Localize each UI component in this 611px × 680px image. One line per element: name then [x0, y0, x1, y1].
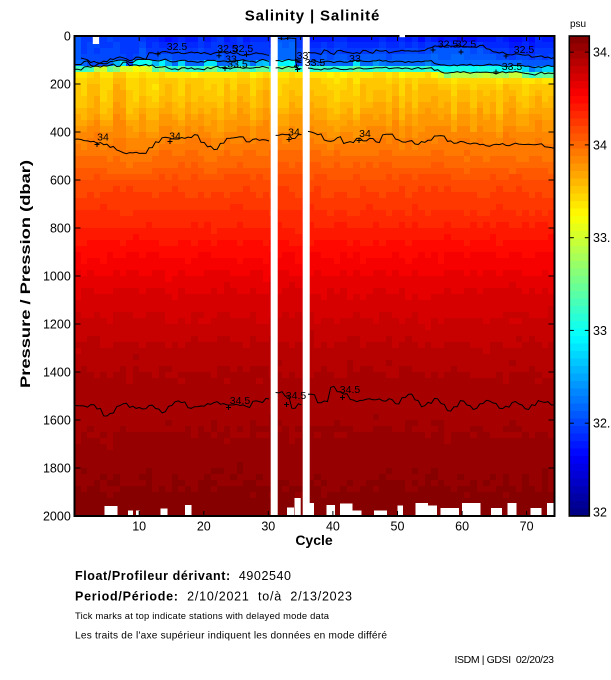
svg-text:1200: 1200 — [43, 317, 71, 331]
svg-text:Salinity | Salinité: Salinity | Salinité — [245, 8, 380, 25]
svg-text:34.5: 34.5 — [593, 46, 611, 60]
svg-text:50: 50 — [391, 520, 405, 534]
svg-text:1000: 1000 — [43, 269, 71, 283]
svg-text:1600: 1600 — [43, 413, 71, 427]
svg-text:400: 400 — [50, 125, 71, 139]
svg-text:32.5: 32.5 — [456, 39, 477, 51]
svg-text:34.5: 34.5 — [286, 390, 307, 402]
svg-text:33: 33 — [297, 50, 309, 62]
svg-text:34: 34 — [97, 132, 109, 144]
svg-text:20: 20 — [197, 520, 211, 534]
svg-text:Cycle: Cycle — [295, 532, 333, 548]
svg-text:33: 33 — [349, 53, 361, 65]
svg-text:600: 600 — [50, 173, 71, 187]
svg-text:Period/Période: 2/10/2021 to: Period/Période: 2/10/2021 to/à 2/13/2023 — [75, 590, 352, 604]
svg-text:Tick marks at top indicate sta: Tick marks at top indicate stations with… — [75, 610, 330, 621]
svg-text:32.5: 32.5 — [438, 39, 459, 51]
svg-text:34: 34 — [169, 131, 181, 143]
svg-text:psu: psu — [570, 19, 586, 30]
svg-text:Pressure / Pression (dbar): Pressure / Pression (dbar) — [18, 160, 33, 388]
svg-text:60: 60 — [455, 520, 469, 534]
svg-text:30: 30 — [261, 520, 275, 534]
svg-text:33: 33 — [593, 324, 607, 338]
svg-text:10: 10 — [132, 520, 146, 534]
svg-text:1800: 1800 — [43, 461, 71, 475]
svg-text:ISDM | GDSI 02/20/23: ISDM | GDSI 02/20/23 — [455, 654, 555, 666]
svg-text:32.5: 32.5 — [167, 41, 188, 53]
svg-text:40: 40 — [326, 520, 340, 534]
svg-text:32.5: 32.5 — [233, 43, 254, 55]
svg-text:33.5: 33.5 — [593, 231, 611, 245]
svg-text:32.5: 32.5 — [514, 44, 535, 56]
svg-text:34.5: 34.5 — [340, 384, 361, 396]
svg-text:32.5: 32.5 — [593, 417, 611, 431]
svg-text:34: 34 — [359, 128, 371, 140]
svg-text:32.5: 32.5 — [217, 43, 238, 55]
svg-text:800: 800 — [50, 221, 71, 235]
svg-text:34.5: 34.5 — [230, 395, 251, 407]
svg-text:0: 0 — [64, 29, 71, 43]
svg-text:33.5: 33.5 — [502, 61, 523, 73]
svg-text:34: 34 — [288, 127, 300, 139]
svg-text:200: 200 — [50, 77, 71, 91]
svg-text:33.5: 33.5 — [227, 59, 248, 71]
svg-text:2000: 2000 — [43, 509, 71, 523]
svg-text:33: 33 — [225, 54, 237, 66]
svg-text:1400: 1400 — [43, 365, 71, 379]
svg-text:Les traits de l'axe supérieur: Les traits de l'axe supérieur indiquent … — [75, 631, 387, 642]
svg-text:33.5: 33.5 — [305, 57, 326, 69]
svg-text:Float/Profileur dérivant: 490: Float/Profileur dérivant: 4902540 — [75, 569, 291, 583]
svg-text:34: 34 — [593, 138, 607, 152]
svg-text:70: 70 — [520, 520, 534, 534]
svg-text:32: 32 — [593, 506, 607, 520]
